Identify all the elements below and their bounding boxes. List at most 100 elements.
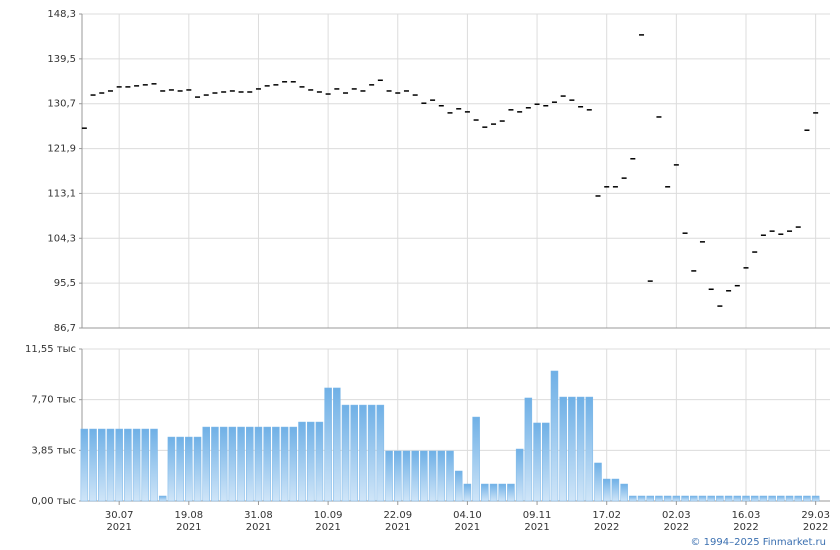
price-marker bbox=[665, 186, 671, 188]
x-tick-year: 2021 bbox=[106, 522, 131, 533]
volume-bar bbox=[219, 426, 228, 502]
price-marker bbox=[168, 89, 174, 91]
volume-bar bbox=[742, 495, 750, 502]
price-marker bbox=[177, 90, 183, 92]
x-tick-year: 2021 bbox=[385, 522, 410, 533]
volume-bar bbox=[585, 396, 594, 502]
volume-bar bbox=[637, 495, 646, 502]
price-marker bbox=[395, 92, 401, 94]
volume-bar bbox=[298, 421, 306, 502]
volume-bar bbox=[733, 495, 742, 502]
x-tick-label: 04.10 bbox=[453, 510, 482, 521]
price-marker bbox=[491, 123, 497, 125]
volume-bar bbox=[132, 428, 141, 502]
volume-bar bbox=[646, 495, 654, 502]
volume-bar bbox=[759, 495, 768, 502]
volume-bar bbox=[515, 448, 524, 502]
volume-bar bbox=[246, 426, 254, 502]
price-marker bbox=[142, 84, 148, 86]
volume-bar bbox=[794, 495, 802, 502]
price-marker bbox=[734, 284, 740, 287]
volume-bar bbox=[454, 470, 463, 502]
volume-bar bbox=[472, 416, 480, 502]
volume-bar bbox=[533, 422, 541, 502]
x-tick-label: 02.03 bbox=[662, 510, 691, 521]
x-tick-label: 19.08 bbox=[175, 510, 204, 521]
volume-bar bbox=[716, 495, 724, 502]
price-marker bbox=[290, 81, 296, 83]
volume-bar bbox=[324, 387, 332, 502]
x-tick-label: 22.09 bbox=[383, 510, 412, 521]
price-marker bbox=[752, 251, 758, 253]
volume-bar bbox=[420, 450, 428, 502]
volume-bar bbox=[176, 436, 184, 502]
price-marker bbox=[264, 85, 270, 87]
price-marker bbox=[403, 90, 409, 92]
price-marker bbox=[569, 99, 575, 101]
price-marker bbox=[621, 177, 627, 179]
volume-bar bbox=[98, 428, 106, 502]
price-marker bbox=[343, 92, 349, 94]
price-marker bbox=[90, 94, 96, 96]
volume-bar bbox=[611, 478, 620, 502]
volume-bar bbox=[289, 426, 298, 502]
price-marker bbox=[430, 99, 436, 101]
price-marker bbox=[447, 112, 453, 114]
price-marker bbox=[551, 101, 557, 103]
price-marker bbox=[743, 267, 749, 269]
footer: © 1994–2025 Finmarket.ru bbox=[690, 537, 826, 548]
volume-bar bbox=[228, 426, 237, 502]
volume-bar bbox=[80, 428, 89, 502]
volume-bar bbox=[306, 421, 315, 502]
price-marker bbox=[787, 230, 793, 232]
volume-bar bbox=[446, 450, 454, 502]
price-marker bbox=[586, 109, 592, 111]
price-marker bbox=[412, 94, 418, 96]
volume-bar bbox=[707, 495, 715, 502]
price-marker bbox=[195, 96, 201, 98]
x-tick-year: 2022 bbox=[594, 522, 619, 533]
volume-bar bbox=[576, 396, 585, 502]
volume-bar bbox=[376, 404, 385, 502]
price-marker bbox=[421, 102, 427, 104]
price-marker bbox=[699, 241, 705, 243]
price-marker bbox=[482, 126, 488, 128]
x-tick-year: 2022 bbox=[803, 522, 828, 533]
price-marker bbox=[107, 90, 113, 92]
x-tick-label: 29.03 bbox=[801, 510, 830, 521]
volume-bar bbox=[141, 428, 150, 502]
price-marker bbox=[508, 109, 514, 111]
price-marker bbox=[534, 103, 540, 105]
volume-bar bbox=[333, 387, 341, 502]
price-marker bbox=[438, 105, 444, 107]
volume-bar bbox=[359, 404, 367, 502]
volume-bar bbox=[507, 483, 515, 502]
price-marker bbox=[386, 90, 392, 92]
volume-bar bbox=[272, 426, 280, 502]
volume-bar bbox=[185, 436, 193, 502]
price-marker bbox=[682, 232, 688, 234]
x-tick-label: 10.09 bbox=[314, 510, 343, 521]
x-tick-year: 2022 bbox=[733, 522, 758, 533]
volume-bar bbox=[550, 370, 559, 502]
volume-bar bbox=[663, 495, 672, 502]
volume-bar bbox=[750, 495, 759, 502]
volume-bar bbox=[498, 483, 506, 502]
price-marker bbox=[691, 270, 697, 272]
price-marker bbox=[360, 90, 366, 92]
y-tick-label: 7,70 тыс bbox=[31, 395, 76, 406]
price-marker bbox=[203, 94, 209, 96]
price-marker bbox=[116, 86, 122, 88]
price-marker bbox=[578, 106, 584, 108]
price-marker bbox=[517, 111, 523, 113]
volume-bar bbox=[428, 450, 437, 502]
y-tick-label: 86,7 bbox=[54, 323, 76, 334]
volume-bar bbox=[193, 436, 202, 502]
volume-bar bbox=[724, 495, 733, 502]
price-marker bbox=[456, 108, 462, 110]
price-marker bbox=[525, 107, 531, 109]
y-tick-label: 11,55 тыс bbox=[25, 344, 76, 355]
volume-bar bbox=[620, 483, 628, 502]
volume-bar bbox=[237, 426, 245, 502]
